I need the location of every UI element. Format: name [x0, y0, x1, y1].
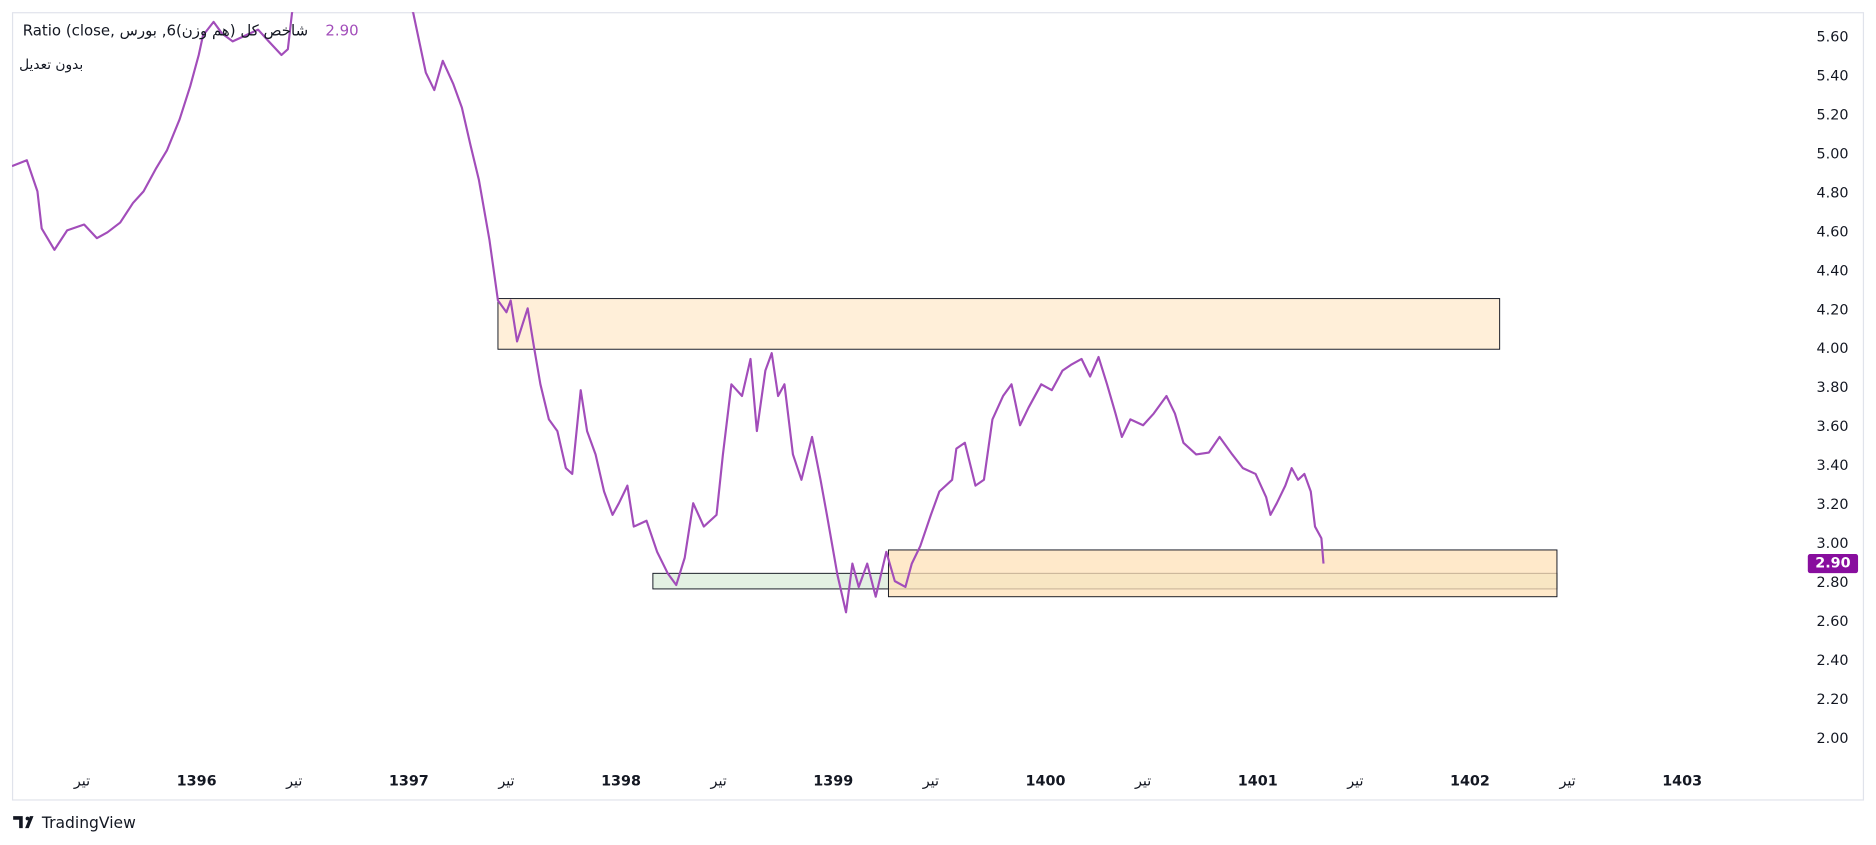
price-badge [1807, 554, 1859, 574]
y-tick-label: 4.60 [1817, 224, 1849, 240]
x-tick-label: تیر [1346, 773, 1363, 789]
zone [887, 549, 1558, 598]
x-tick-label: تیر [285, 773, 302, 789]
y-tick-label: 5.60 [1817, 29, 1849, 45]
header-value: 2.90 [325, 21, 358, 39]
y-tick-label: 3.40 [1817, 458, 1849, 474]
x-tick-label: تیر [710, 773, 727, 789]
y-tick-label: 3.00 [1817, 536, 1849, 552]
y-tick-label: 5.00 [1817, 146, 1849, 162]
y-tick-label: 4.80 [1817, 185, 1849, 201]
logo-mark [13, 816, 34, 829]
y-tick-label: 2.40 [1817, 653, 1849, 669]
watermark: TradingView [41, 814, 136, 832]
x-tick-label: تیر [497, 773, 514, 789]
y-tick-label: 4.20 [1817, 302, 1849, 318]
chart-title: Ratio (close, شاخص کل (هم وزن)6, بورس [23, 21, 308, 39]
x-tick-label: 1398 [601, 773, 641, 789]
chart-frame [11, 12, 1865, 801]
y-tick-label: 2.20 [1817, 692, 1849, 708]
x-tick-label: 1401 [1238, 773, 1278, 789]
x-tick-label: 1399 [813, 773, 853, 789]
logo-dot [25, 816, 30, 821]
chart-subtitle: بدون تعدیل [19, 57, 83, 73]
y-tick-label: 3.80 [1817, 380, 1849, 396]
y-tick-label: 4.00 [1817, 341, 1849, 357]
y-tick-label: 4.40 [1817, 263, 1849, 279]
x-tick-label: 1402 [1450, 773, 1490, 789]
x-tick-label: 1396 [177, 773, 217, 789]
price-badge-label: 2.90 [1815, 556, 1850, 572]
zone [497, 298, 1501, 350]
series [11, 12, 1325, 614]
x-tick-label: 1397 [389, 773, 429, 789]
line-series [11, 12, 1325, 614]
y-tick-label: 3.20 [1817, 497, 1849, 513]
x-tick-label: تیر [1558, 773, 1575, 789]
y-tick-label: 2.60 [1817, 614, 1849, 630]
x-tick-label: تیر [1134, 773, 1151, 789]
y-tick-label: 3.60 [1817, 419, 1849, 435]
x-tick-label: 1403 [1662, 773, 1702, 789]
x-tick-label: تیر [922, 773, 939, 789]
y-tick-label: 2.80 [1817, 575, 1849, 591]
y-tick-label: 2.00 [1817, 731, 1849, 747]
y-tick-label: 5.20 [1817, 107, 1849, 123]
y-tick-label: 5.40 [1817, 68, 1849, 84]
x-tick-label: تیر [73, 773, 90, 789]
x-tick-label: 1400 [1026, 773, 1066, 789]
logo [13, 816, 34, 829]
